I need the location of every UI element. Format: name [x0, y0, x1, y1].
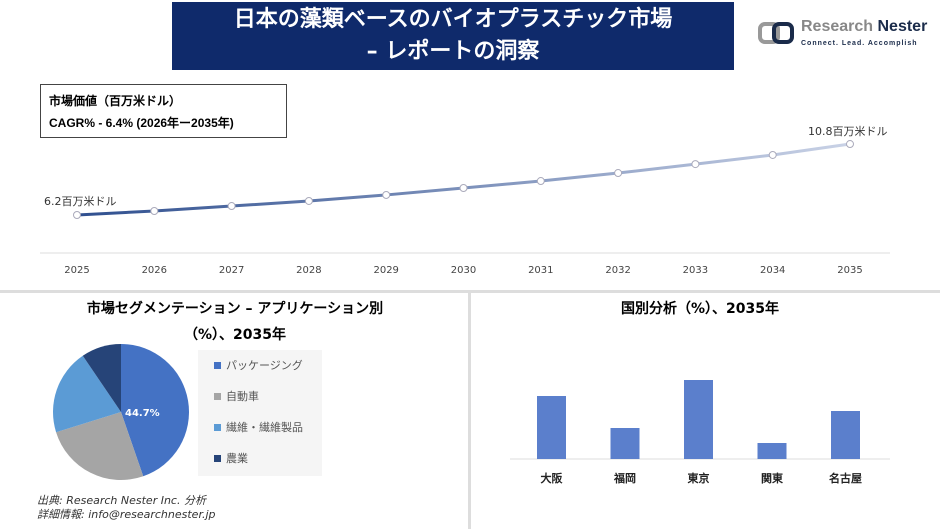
- legend-label: 自動車: [226, 390, 259, 403]
- line-point: [459, 183, 468, 192]
- legend-item: 農業: [198, 443, 322, 474]
- bar: [757, 443, 787, 459]
- bar-category-label: 関東: [761, 471, 784, 485]
- pie-data-label: 44.7%: [125, 408, 160, 419]
- x-tick-label: 2025: [64, 265, 89, 276]
- bar: [684, 380, 713, 459]
- legend-swatch: [214, 424, 221, 431]
- pie-title-line: 市場セグメンテーション – アプリケーション別: [86, 301, 384, 317]
- line-point: [304, 196, 313, 205]
- pie-slice: [121, 344, 190, 477]
- x-tick-label: 2035: [837, 265, 862, 276]
- market-value-label: 市場価値（百万米ドル）: [49, 94, 182, 108]
- pie-slice: [56, 412, 144, 480]
- page-title: 日本の藻類ベースのバイオプラスチック市場 – レポートの洞察: [172, 2, 734, 70]
- line-point: [536, 177, 545, 186]
- line-point: [73, 211, 81, 219]
- legend-swatch: [214, 362, 221, 369]
- bar: [610, 428, 640, 459]
- logo-name: Research Nester: [801, 18, 927, 36]
- pie-legend: パッケージング 自動車繊維・繊維製品 農業: [198, 350, 322, 476]
- legend-item: 自動車: [198, 381, 322, 412]
- bar-category-label: 名古屋: [829, 471, 862, 485]
- x-tick-label: 2032: [605, 265, 630, 276]
- logo-tagline: Connect. Lead. Accomplish: [801, 40, 918, 47]
- line-point: [768, 150, 777, 159]
- x-tick-label: 2028: [296, 265, 321, 276]
- line-series: [76, 142, 851, 217]
- logo-name-part2: Nester: [877, 18, 928, 35]
- x-tick-label: 2033: [683, 265, 708, 276]
- legend-label: 繊維・繊維製品: [226, 421, 303, 434]
- pie-subtitle: （%）、2035年: [184, 327, 286, 343]
- source-note: 出典: Research Nester Inc. 分析 詳細情報: info@re…: [37, 494, 216, 522]
- cagr-label: CAGR% - 6.4% (2026年ー2035年): [49, 116, 234, 130]
- line-point: [614, 169, 623, 178]
- x-tick-label: 2034: [760, 265, 785, 276]
- line-point: [227, 202, 236, 211]
- pie-slice: [82, 344, 121, 412]
- info-box: 市場価値（百万米ドル） CAGR% - 6.4% (2026年ー2035年): [40, 84, 287, 138]
- bar-title: 国別分析（%）、2035年: [621, 301, 779, 317]
- x-tick-label: 2030: [451, 265, 476, 276]
- x-tick-label: 2031: [528, 265, 553, 276]
- x-tick-label: 2029: [373, 265, 398, 276]
- line-point: [691, 160, 700, 169]
- pie-title: 市場セグメンテーション – アプリケーション別 （%）、2035年: [40, 296, 430, 348]
- title-line-1: 日本の藻類ベースのバイオプラスチック市場: [233, 7, 673, 32]
- bar: [831, 411, 860, 459]
- legend-label: 農業: [226, 452, 248, 465]
- pie-slice: [53, 355, 122, 433]
- source-line: 出典: Research Nester Inc. 分析: [37, 494, 206, 507]
- logo: Research Nester Connect. Lead. Accomplis…: [757, 18, 940, 50]
- legend-swatch: [214, 393, 221, 400]
- line-point: [150, 206, 159, 215]
- title-line-2: – レポートの洞察: [366, 39, 540, 64]
- legend-label: パッケージング: [226, 359, 303, 372]
- divider: [0, 290, 940, 293]
- bar: [537, 396, 566, 459]
- legend-item: 繊維・繊維製品: [198, 412, 322, 443]
- logo-icon: [758, 22, 794, 44]
- x-tick-label: 2027: [219, 265, 244, 276]
- line-point: [382, 190, 391, 199]
- divider: [468, 293, 471, 529]
- x-tick-label: 2026: [142, 265, 167, 276]
- logo-name-part1: Research: [801, 18, 874, 35]
- legend-item: パッケージング: [198, 350, 322, 381]
- data-label-first: 6.2百万米ドル: [44, 195, 117, 208]
- line-point: [846, 140, 854, 149]
- legend-swatch: [214, 455, 221, 462]
- bar-category-label: 福岡: [613, 471, 636, 485]
- bar-category-label: 大阪: [541, 471, 564, 485]
- contact-line: 詳細情報: info@researchnester.jp: [37, 508, 216, 521]
- data-label-last: 10.8百万米ドル: [808, 125, 888, 138]
- bar-category-label: 東京: [688, 471, 710, 485]
